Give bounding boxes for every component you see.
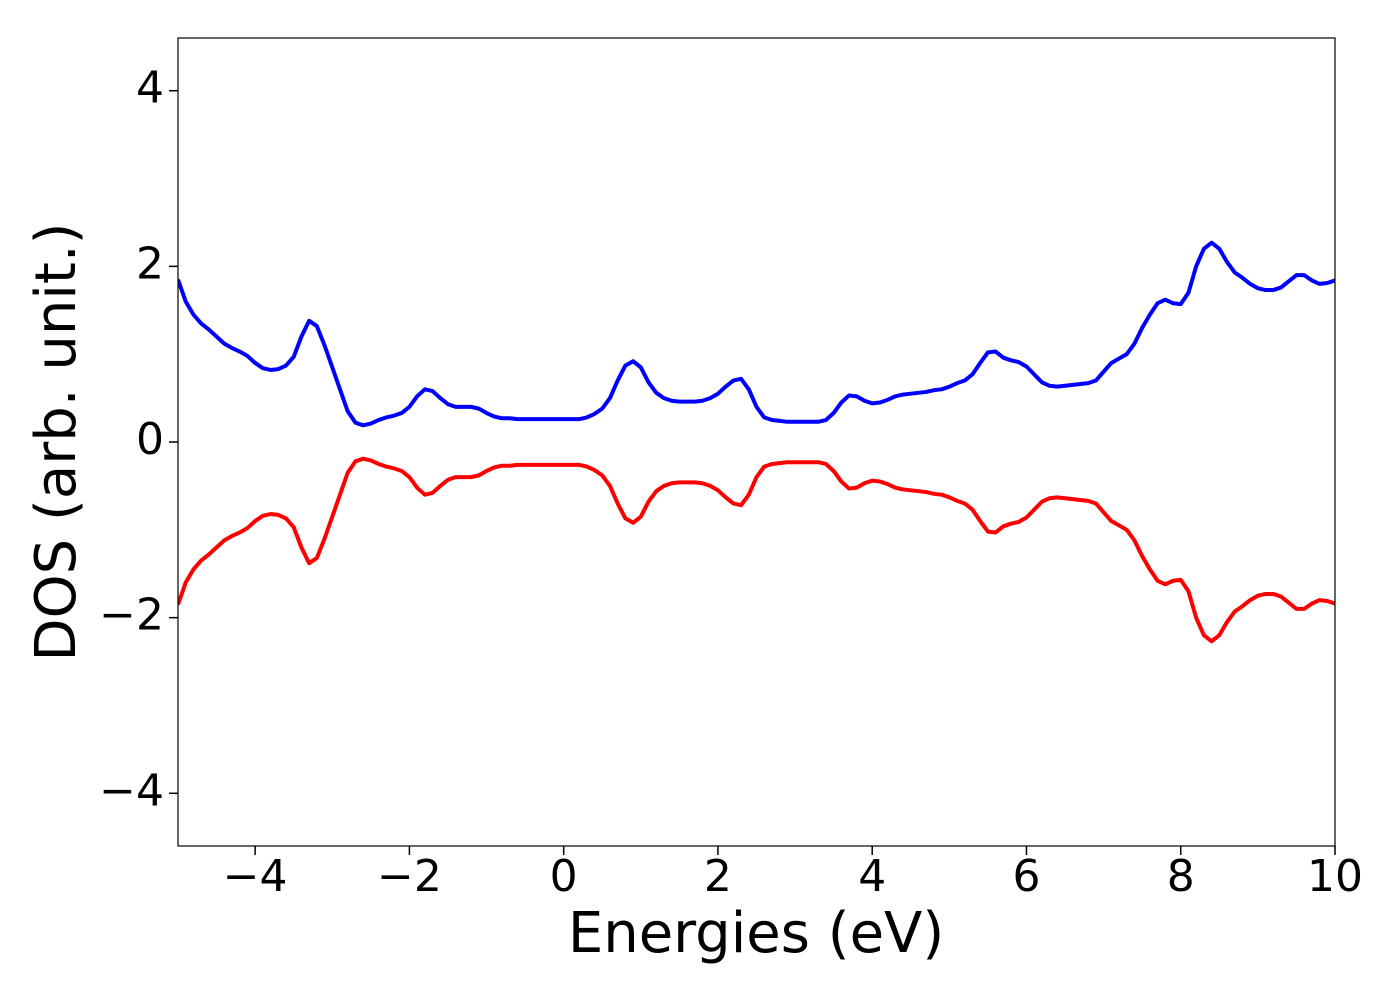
x-tick-label: 10: [1307, 851, 1363, 902]
x-tick-label: 0: [550, 851, 578, 902]
x-tick-label: −2: [377, 851, 442, 902]
x-tick-label: 8: [1167, 851, 1195, 902]
y-tick-label: −2: [99, 590, 164, 641]
x-axis-label: Energies (eV): [568, 901, 944, 966]
x-tick-label: 2: [704, 851, 732, 902]
y-tick-label: −4: [99, 765, 164, 816]
x-tick-label: 6: [1012, 851, 1040, 902]
y-tick-label: 0: [136, 414, 164, 465]
line-series: [178, 456, 1335, 644]
line-series: [178, 240, 1335, 428]
y-axis-label: DOS (arb. unit.): [24, 222, 89, 661]
x-tick-label: −4: [223, 851, 288, 902]
x-tick-label: 4: [858, 851, 886, 902]
plot-frame: [177, 37, 1336, 847]
y-tick-label: 2: [136, 238, 164, 289]
y-tick-label: 4: [136, 63, 164, 114]
